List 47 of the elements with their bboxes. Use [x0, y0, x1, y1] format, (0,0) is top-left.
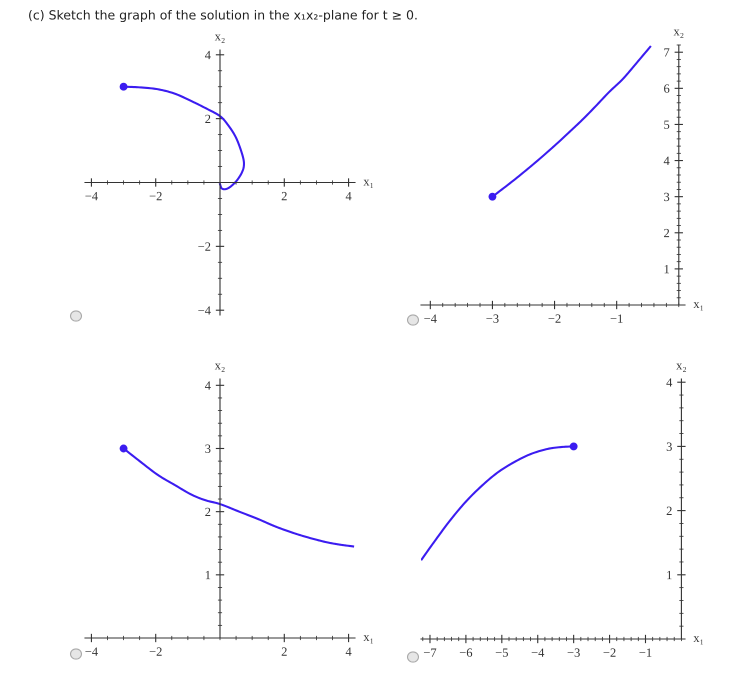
- y-tick-label: 4: [204, 381, 211, 390]
- x-tick-label: −5: [496, 648, 508, 657]
- y-tick-label: 2: [664, 228, 670, 238]
- y-tick-label: 3: [666, 442, 672, 451]
- x-tick-label: −2: [150, 647, 162, 656]
- x-tick-label: −4: [85, 647, 98, 656]
- x-tick-label: −1: [639, 648, 652, 657]
- y-tick-label: 2: [666, 506, 672, 515]
- x-tick-label: −4: [85, 192, 98, 200]
- x-tick-label: −6: [460, 648, 472, 657]
- y-tick-label: 3: [205, 444, 210, 453]
- y-axis-title: x₂: [214, 364, 225, 372]
- chart-title: (c) Sketch the graph of the solution in the x₁x₂-plane for t ≥ 0.: [29, 10, 417, 22]
- x-tick-label: −3: [568, 648, 580, 657]
- y-tick-label: 4: [664, 156, 670, 165]
- y-tick-label: −4: [198, 306, 211, 315]
- y-tick-label: 2: [205, 508, 210, 516]
- y-tick-label: 1: [206, 570, 210, 580]
- x-tick-label: −4: [532, 648, 544, 657]
- x-tick-label: 2: [282, 647, 287, 656]
- x-tick-label: 2: [282, 192, 287, 200]
- x-axis-title: x₁: [693, 302, 704, 311]
- x-tick-label: −2: [150, 192, 162, 200]
- x-axis-title: x₁: [363, 635, 374, 644]
- x-tick-label: 4: [346, 647, 352, 656]
- y-tick-label: 3: [664, 192, 670, 202]
- x-tick-label: −1: [610, 314, 623, 323]
- y-tick-label: 5: [664, 120, 670, 129]
- y-tick-label: 1: [667, 570, 672, 580]
- x-tick-label: 4: [346, 192, 352, 200]
- x-axis-title: x₁: [693, 636, 704, 645]
- x-tick-label: −2: [548, 314, 561, 323]
- y-tick-label: 4: [666, 378, 672, 387]
- y-tick-label: −2: [198, 242, 210, 251]
- y-axis-title: x₂: [674, 30, 684, 38]
- y-tick-label: 4: [204, 50, 211, 60]
- y-axis-title: x₂: [676, 364, 686, 372]
- x-tick-label: −4: [424, 314, 437, 323]
- y-axis-title: x₂: [214, 34, 225, 43]
- x-tick-label: −7: [424, 648, 436, 657]
- x-axis-title: x₁: [363, 180, 374, 188]
- x-tick-label: −3: [486, 314, 499, 323]
- y-tick-label: 1: [664, 264, 670, 274]
- y-tick-label: 2: [205, 114, 210, 123]
- y-tick-label: 7: [664, 48, 670, 57]
- y-tick-label: 6: [664, 84, 670, 93]
- x-tick-label: −2: [604, 648, 616, 657]
